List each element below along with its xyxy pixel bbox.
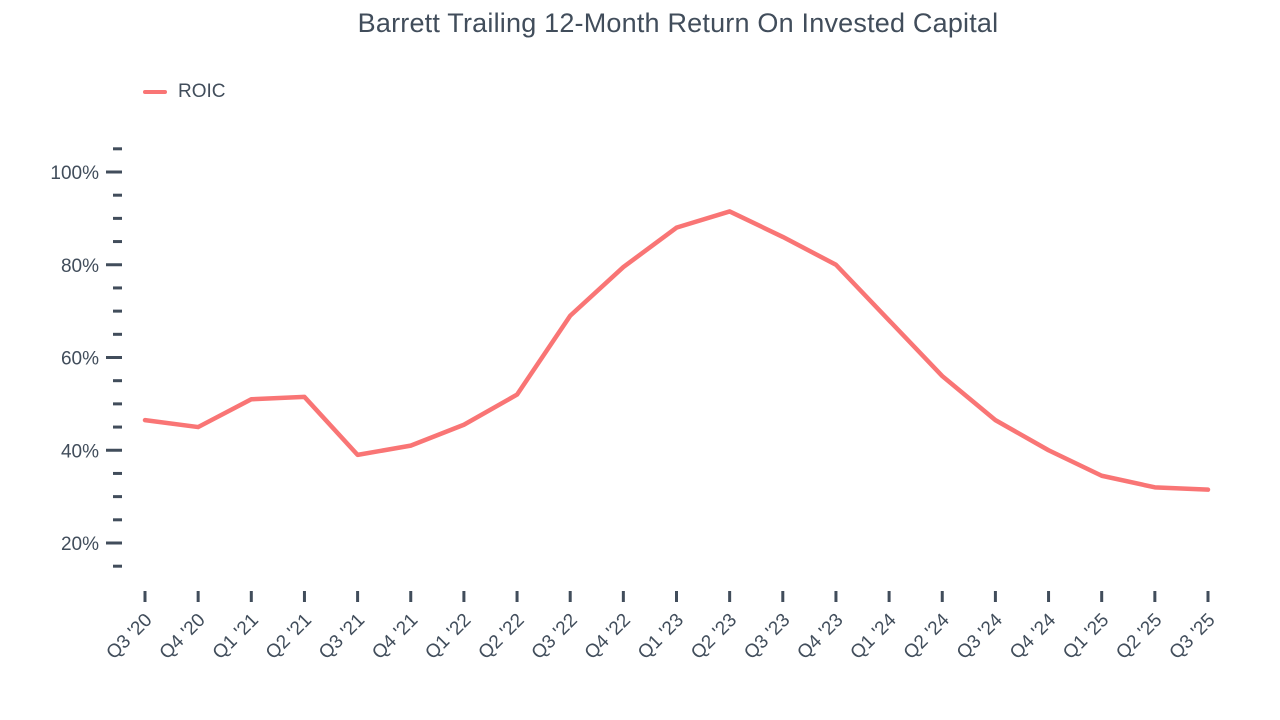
x-axis-label: Q2 '22	[475, 610, 529, 664]
x-axis-label: Q1 '23	[634, 610, 688, 664]
x-axis-label: Q3 '24	[953, 609, 1007, 663]
x-axis-label: Q4 '23	[793, 610, 847, 664]
legend: ROIC	[143, 80, 226, 104]
x-axis-label: Q3 '21	[315, 610, 369, 664]
x-axis-label: Q1 '24	[847, 609, 901, 663]
x-axis-label: Q2 '21	[262, 610, 316, 664]
x-axis-label: Q2 '24	[900, 609, 954, 663]
y-axis-label: 80%	[61, 256, 99, 277]
x-axis-label: Q2 '23	[687, 610, 741, 664]
x-axis-label: Q2 '25	[1112, 610, 1166, 664]
x-axis-label: Q4 '24	[1006, 609, 1060, 663]
x-axis-label: Q3 '25	[1166, 610, 1220, 664]
chart-title: Barrett Trailing 12-Month Return On Inve…	[357, 8, 999, 38]
x-axis-label: Q4 '21	[368, 610, 422, 664]
x-axis-label: Q3 '20	[103, 610, 157, 664]
x-axis-label: Q3 '22	[528, 610, 582, 664]
roic-line	[142, 209, 1211, 492]
x-axis-label: Q1 '22	[421, 610, 475, 664]
x-axis-label: Q4 '20	[156, 610, 210, 664]
legend-label-roic: ROIC	[178, 81, 226, 102]
x-axis-label: Q1 '21	[209, 610, 263, 664]
y-axis-label: 100%	[50, 163, 99, 184]
x-axis-label: Q3 '23	[740, 610, 794, 664]
x-axis-label: Q4 '22	[581, 610, 635, 664]
x-axis-label: Q1 '25	[1059, 610, 1113, 664]
y-axis-label: 40%	[61, 441, 99, 462]
y-axis-label: 20%	[61, 534, 99, 555]
y-axis-label: 60%	[61, 349, 99, 370]
legend-swatch-roic	[143, 89, 167, 95]
